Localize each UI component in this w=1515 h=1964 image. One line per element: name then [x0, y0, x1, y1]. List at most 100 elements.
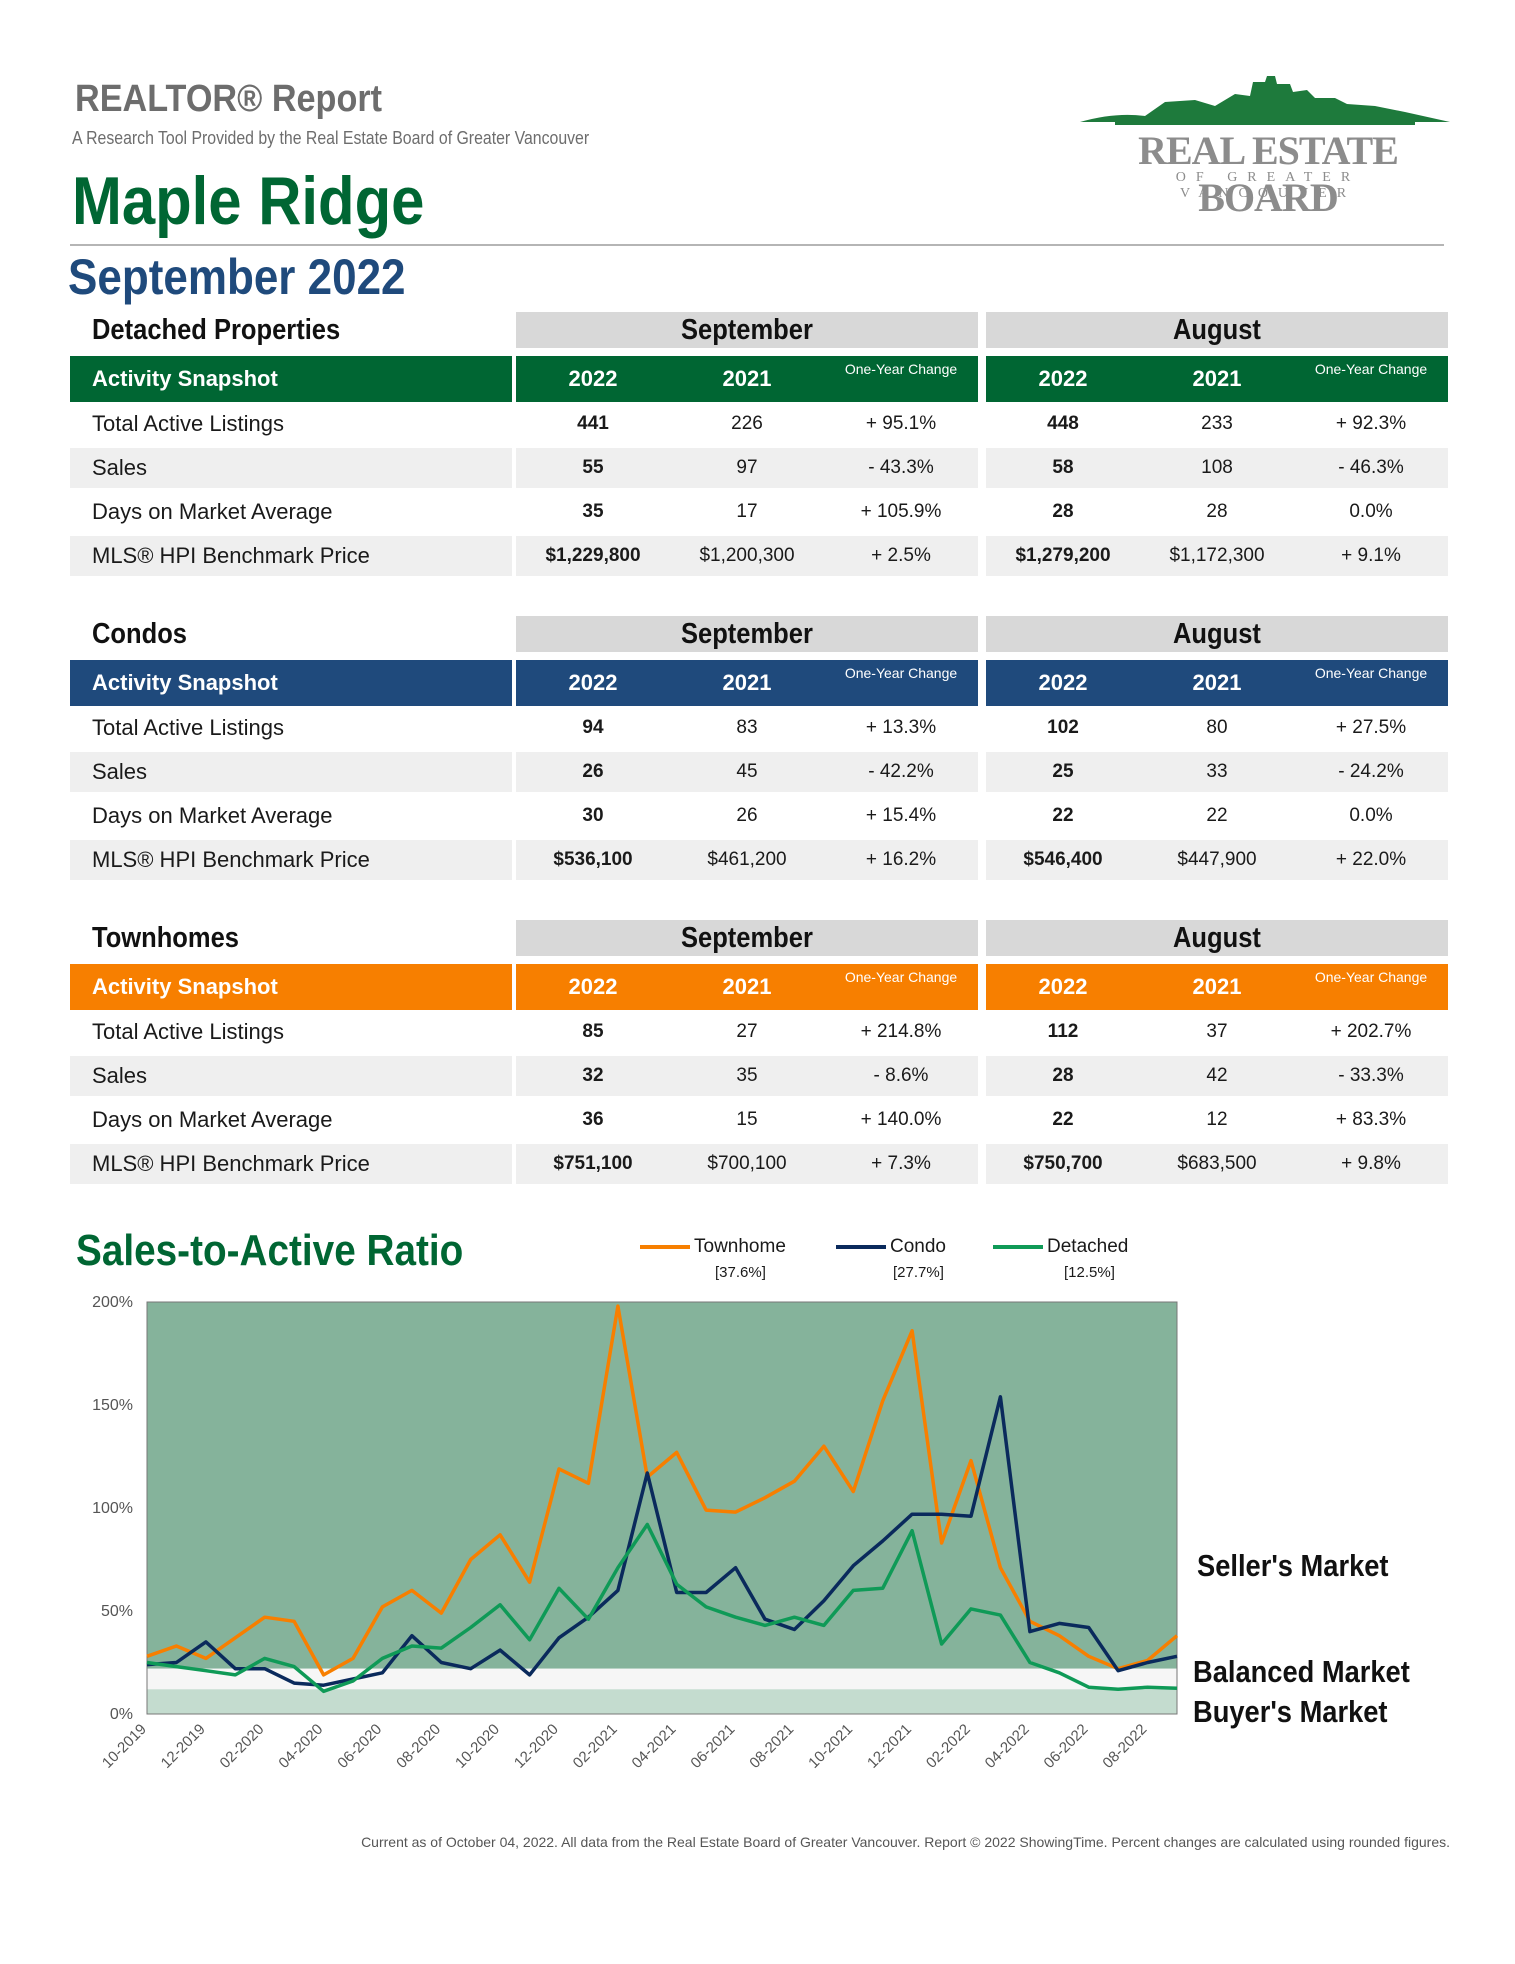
row-bg — [986, 752, 1448, 792]
row-label: Sales — [92, 759, 148, 784]
row-values-aug: 448 233 + 92.3% — [986, 402, 1448, 446]
value-2022: 112 — [1047, 1021, 1079, 1042]
row-bg — [986, 448, 1448, 488]
value-2021: $461,200 — [707, 849, 787, 870]
row-values-sep: $536,100 $461,200 + 16.2% — [516, 838, 978, 882]
legend-townhome: Townhome — [640, 1236, 786, 1258]
row-values-sep: 441 226 + 95.1% — [516, 402, 978, 446]
row-bg — [70, 1056, 512, 1096]
row-bg — [516, 840, 978, 880]
row-label: MLS® HPI Benchmark Price — [92, 847, 370, 872]
value-2022: 94 — [582, 717, 604, 738]
value-2022: 28 — [1052, 501, 1074, 522]
x-tick-label: 04-2022 — [982, 1721, 1033, 1772]
value-2022: 448 — [1047, 413, 1079, 434]
table-row: Days on Market Average 35 17 + 105.9% 28 28 0.… — [70, 490, 1444, 534]
header-divider — [70, 244, 1444, 246]
col-header-change: One-Year Change — [1314, 361, 1428, 377]
snapshot-col-group: 2022 2021 One-Year Change — [986, 964, 1448, 1010]
row-label: Total Active Listings — [92, 411, 284, 436]
row-bg — [516, 1056, 978, 1096]
table-row: MLS® HPI Benchmark Price $751,100 $700,100… — [70, 1142, 1448, 1186]
value-2021: 27 — [736, 1021, 758, 1042]
row-bg — [986, 1056, 1448, 1096]
row-values-sep: 94 83 + 13.3% — [516, 706, 978, 750]
value-2022: 85 — [582, 1021, 604, 1042]
snapshot-col-group: 2022 2021 One-Year Change — [986, 660, 1448, 706]
x-tick-label: 02-2020 — [217, 1721, 268, 1772]
table-row: Days on Market Average 30 26 + 15.4% 22 22 0.0… — [70, 794, 1444, 838]
legend-label-detached: Detached — [1047, 1236, 1129, 1257]
col-header-change: One-Year Change — [1314, 665, 1428, 681]
month-band-august: August — [986, 616, 1448, 652]
value-change: + 27.5% — [1335, 717, 1407, 738]
snapshot-header-row: Activity Snapshot 2022 2021 One-Year Change… — [70, 356, 1448, 402]
sales-to-active-chart: 0%50%100%150%200%10-2019 12-2019 02-2020 04… — [92, 1294, 1179, 1772]
row-values-aug: 58 108 - 46.3% — [986, 446, 1448, 490]
value-2022: 35 — [582, 501, 604, 522]
col-header-2022: 2022 — [1038, 974, 1088, 999]
month-band-august: August — [986, 312, 1448, 348]
section-header: Detached Properties September August — [70, 312, 1448, 352]
month-label: August — [1173, 922, 1261, 954]
month-band-september: September — [516, 616, 978, 652]
value-2021: 233 — [1201, 413, 1233, 434]
row-values-sep: 30 26 + 15.4% — [516, 794, 978, 838]
row-bg — [516, 448, 978, 488]
x-tick-label: 02-2022 — [923, 1721, 974, 1772]
col-header-2021: 2021 — [722, 670, 772, 695]
value-2022: $536,100 — [553, 849, 633, 870]
table-row: Days on Market Average 36 15 + 140.0% 22 12 + … — [70, 1098, 1444, 1142]
value-change: 0.0% — [1349, 805, 1393, 826]
row-bg — [70, 752, 512, 792]
section-name: Detached Properties — [92, 314, 341, 346]
col-header-2021: 2021 — [1192, 670, 1242, 695]
section-header: Condos September August — [70, 616, 1448, 656]
value-change: + 22.0% — [1335, 849, 1407, 870]
row-label: Total Active Listings — [92, 1019, 284, 1044]
x-tick-label: 08-2021 — [746, 1721, 797, 1772]
period-title: September 2022 — [68, 249, 406, 305]
legend-swatch-condo — [836, 1244, 886, 1249]
legend-swatch-townhome — [640, 1244, 690, 1249]
section-condos: Condos September August Activity Snapshot 20… — [70, 616, 1448, 882]
col-header-2021: 2021 — [1192, 974, 1242, 999]
row-bg — [70, 840, 512, 880]
value-2022: 26 — [582, 761, 604, 782]
balanced-market-label: Balanced Market — [1193, 1654, 1410, 1689]
plot-border — [146, 1301, 1178, 1715]
x-tick-label: 08-2020 — [393, 1721, 444, 1772]
col-header-change: One-Year Change — [1314, 969, 1428, 985]
value-change: + 16.2% — [865, 849, 937, 870]
series-line-condo — [146, 1395, 1178, 1687]
row-label: Sales — [92, 455, 148, 480]
value-2022: $1,279,200 — [1015, 545, 1111, 566]
value-change: - 24.2% — [1338, 761, 1404, 782]
legend-condo: Condo — [836, 1236, 946, 1258]
x-tick-label: 10-2019 — [99, 1721, 150, 1772]
row-label: MLS® HPI Benchmark Price — [92, 1151, 370, 1176]
x-tick-label: 12-2019 — [158, 1721, 209, 1772]
logo-wordmark: REAL ESTATE BOARD — [1138, 128, 1399, 220]
row-bg — [516, 752, 978, 792]
month-label: August — [1173, 618, 1261, 650]
value-2022: $751,100 — [553, 1153, 633, 1174]
y-tick-label: 100% — [92, 1500, 133, 1517]
value-2021: $447,900 — [1177, 849, 1257, 870]
x-tick-label: 04-2020 — [275, 1721, 326, 1772]
report-title: REALTOR® Report — [75, 78, 383, 120]
table-row: Sales 32 35 - 8.6% 28 42 - 33.3% — [70, 1054, 1448, 1098]
month-band-september: September — [516, 312, 978, 348]
snapshot-col-group: 2022 2021 One-Year Change — [986, 356, 1448, 402]
city-title: Maple Ridge — [72, 163, 425, 239]
legend-value-detached: [12.5%] — [1064, 1264, 1115, 1281]
row-values-aug: $750,700 $683,500 + 9.8% — [986, 1142, 1448, 1186]
value-2021: 22 — [1206, 805, 1228, 826]
row-values-aug: 102 80 + 27.5% — [986, 706, 1448, 750]
buyers-market-zone — [147, 1689, 1177, 1714]
row-bg — [986, 840, 1448, 880]
table-row: Total Active Listings 94 83 + 13.3% 102 80 + 2… — [70, 706, 1444, 750]
x-tick-label: 10-2020 — [452, 1721, 503, 1772]
value-2021: 42 — [1206, 1065, 1228, 1086]
sellers-market-zone — [147, 1302, 1177, 1669]
